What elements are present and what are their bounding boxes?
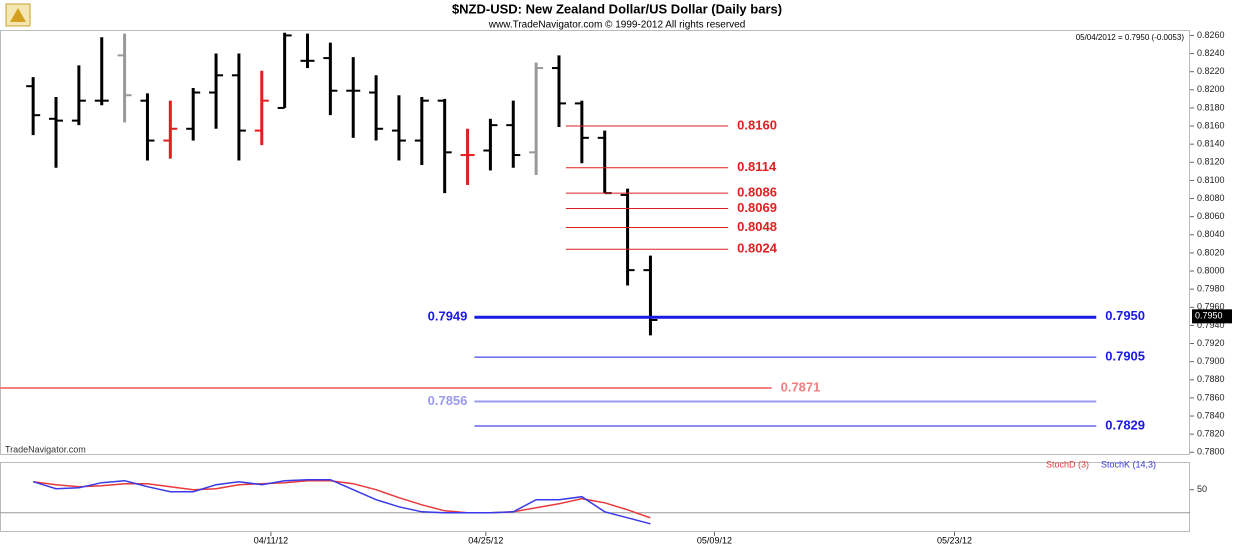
y-tick-label: 0.8140 (1197, 139, 1225, 149)
level-label: 0.7905 (1105, 349, 1145, 364)
level-label: 0.7949 (428, 309, 468, 324)
watermark: TradeNavigator.com (5, 444, 86, 454)
y-tick-label: 0.7980 (1197, 284, 1225, 294)
y-tick-label: 0.7960 (1197, 302, 1225, 312)
level-label: 0.7950 (1105, 308, 1145, 323)
y-tick-label: 0.8160 (1197, 120, 1225, 130)
y-tick-label: 0.8080 (1197, 193, 1225, 203)
y-tick-label: 0.7820 (1197, 429, 1225, 439)
y-tick-label: 0.8040 (1197, 229, 1225, 239)
y-tick-label: 0.8060 (1197, 211, 1225, 221)
chart-subtitle: www.TradeNavigator.com © 1999-2012 All r… (488, 20, 746, 31)
legend-entry: StochD (3) (1046, 459, 1089, 469)
y-tick-label: 0.8020 (1197, 247, 1225, 257)
level-label: 0.8069 (737, 200, 777, 215)
level-label: 0.8086 (737, 185, 777, 200)
main-panel (0, 30, 1190, 455)
y-tick-label: 0.7880 (1197, 374, 1225, 384)
level-label: 0.8048 (737, 219, 777, 234)
y-tick-label: 0.8120 (1197, 157, 1225, 167)
stoch-line (32, 478, 651, 525)
x-tick-label: 05/23/12 (937, 535, 972, 545)
y-tick-label: 0.8240 (1197, 48, 1225, 58)
y-tick-label: 0.8220 (1197, 66, 1225, 76)
level-label: 0.8024 (737, 241, 778, 256)
y-tick-label: 0.7800 (1197, 447, 1225, 457)
x-tick-label: 04/25/12 (468, 535, 503, 545)
level-label: 0.8114 (737, 159, 777, 174)
last-price-label: 0.7950 (1195, 311, 1223, 321)
level-label: 0.7829 (1105, 417, 1145, 432)
y-tick-label: 0.7860 (1197, 392, 1225, 402)
x-tick-label: 04/11/12 (254, 535, 288, 545)
y-tick-label: 0.8200 (1197, 84, 1225, 94)
y-tick-label: 50 (1197, 484, 1207, 494)
y-tick-label: 0.8260 (1197, 30, 1225, 40)
level-label: 0.7871 (781, 379, 821, 394)
x-tick-label: 05/09/12 (697, 535, 732, 545)
y-tick-label: 0.8100 (1197, 175, 1225, 185)
info-text: 05/04/2012 = 0.7950 (-0.0053) (1076, 33, 1185, 42)
legend-entry: StochK (14,3) (1101, 459, 1156, 469)
chart-title: $NZD-USD: New Zealand Dollar/US Dollar (… (452, 1, 782, 16)
level-label: 0.7856 (428, 393, 468, 408)
y-tick-label: 0.7940 (1197, 320, 1225, 330)
last-price-box (1192, 309, 1232, 324)
level-label: 0.8160 (737, 117, 777, 132)
stoch-panel (0, 462, 1190, 532)
y-tick-label: 0.7920 (1197, 338, 1225, 348)
y-tick-label: 0.8180 (1197, 102, 1225, 112)
logo (5, 3, 31, 27)
y-tick-label: 0.7900 (1197, 356, 1225, 366)
y-tick-label: 0.8000 (1197, 265, 1225, 275)
y-tick-label: 0.7840 (1197, 410, 1225, 420)
